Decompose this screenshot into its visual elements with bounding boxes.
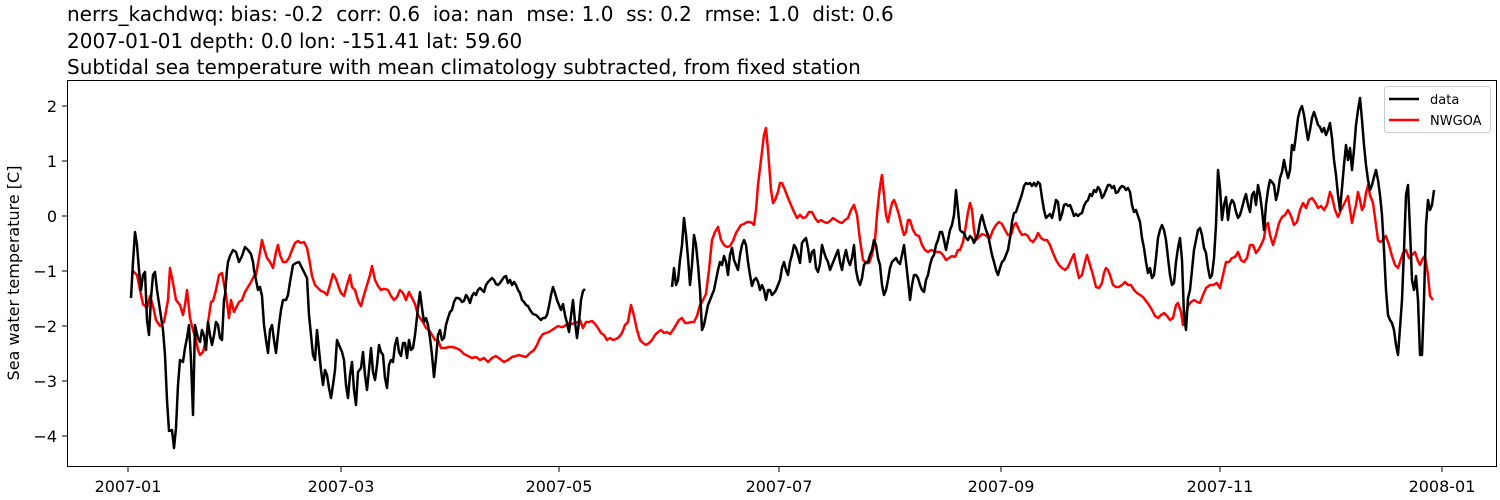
y-tick-label: −3 bbox=[33, 372, 57, 391]
series-nwgoa-line bbox=[132, 126, 1434, 364]
y-axis: 2 1 0 −1 −2 −3 −4 Sea water temperature … bbox=[4, 97, 67, 446]
plot-area bbox=[129, 96, 1436, 450]
y-tick-label: −1 bbox=[33, 262, 57, 281]
y-tick-label: −2 bbox=[33, 317, 57, 336]
x-tick-label: 2007-07 bbox=[746, 477, 813, 496]
x-tick-label: 2008-01 bbox=[1409, 477, 1476, 496]
x-tick-label: 2007-03 bbox=[308, 477, 375, 496]
y-axis-label: Sea water temperature [C] bbox=[4, 166, 23, 381]
plot-frame bbox=[67, 80, 1497, 467]
x-axis: 2007-01 2007-03 2007-05 2007-07 2007-09 … bbox=[95, 467, 1476, 496]
x-tick-label: 2007-11 bbox=[1187, 477, 1254, 496]
y-tick-label: 0 bbox=[47, 207, 57, 226]
series-data-line-segment-2 bbox=[670, 96, 1436, 357]
legend-label-nwgoa: NWGOA bbox=[1430, 114, 1482, 129]
chart-title-description: Subtidal sea temperature with mean clima… bbox=[67, 55, 861, 79]
series-data-line-segment-1 bbox=[129, 230, 586, 450]
y-tick-label: −4 bbox=[33, 427, 57, 446]
y-tick-label: 1 bbox=[47, 152, 57, 171]
legend-label-data: data bbox=[1430, 93, 1459, 108]
x-tick-label: 2007-05 bbox=[526, 477, 593, 496]
y-tick-label: 2 bbox=[47, 97, 57, 116]
chart-title-location: 2007-01-01 depth: 0.0 lon: -151.41 lat: … bbox=[67, 29, 523, 53]
x-tick-label: 2007-01 bbox=[95, 477, 162, 496]
x-tick-label: 2007-09 bbox=[968, 477, 1035, 496]
legend: data NWGOA bbox=[1384, 86, 1491, 133]
chart-title-stats: nerrs_kachdwq: bias: -0.2 corr: 0.6 ioa:… bbox=[67, 2, 894, 26]
